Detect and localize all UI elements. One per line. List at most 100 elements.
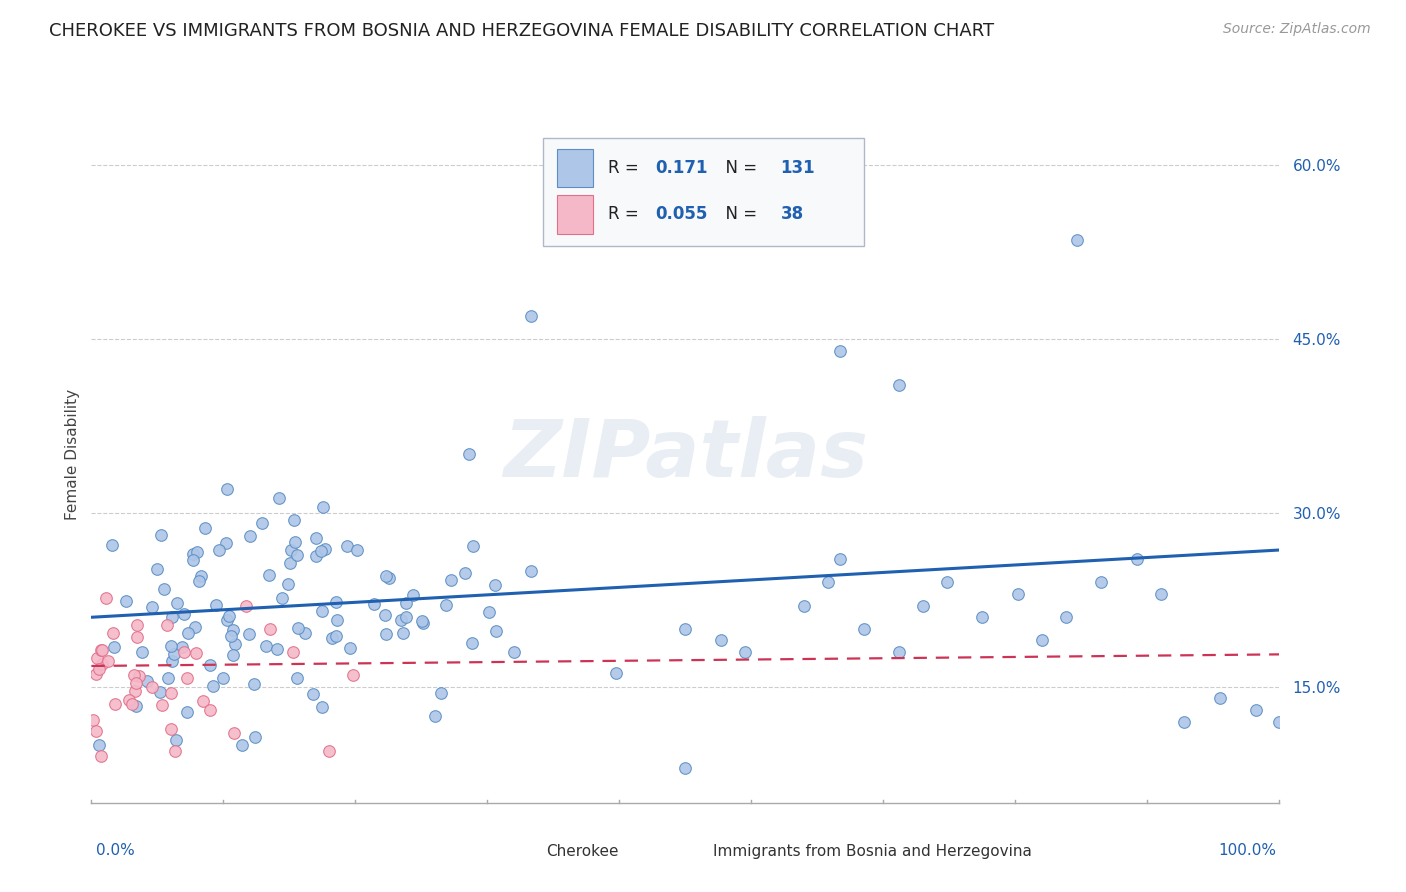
Point	[454, 566, 477, 580]
Point	[242, 677, 264, 691]
Point	[478, 605, 501, 619]
Point	[90, 643, 112, 657]
Point	[135, 673, 157, 688]
Point	[121, 697, 143, 711]
Point	[131, 645, 153, 659]
Point	[395, 596, 418, 610]
Point	[1090, 575, 1112, 590]
Text: 38: 38	[780, 205, 804, 223]
Point	[935, 575, 957, 590]
Point	[346, 542, 368, 557]
Point	[186, 646, 208, 660]
Point	[325, 595, 347, 609]
Point	[277, 577, 299, 591]
Point	[911, 599, 934, 613]
Point	[325, 630, 347, 644]
Point	[238, 626, 260, 640]
Point	[84, 667, 107, 681]
Point	[395, 610, 418, 624]
Text: R =: R =	[609, 205, 644, 223]
Point	[1209, 691, 1232, 706]
Point	[389, 613, 412, 627]
Point	[252, 516, 274, 530]
Point	[124, 684, 146, 698]
Text: 131: 131	[780, 159, 815, 177]
Point	[212, 672, 235, 686]
Point	[82, 713, 104, 727]
Point	[392, 626, 415, 640]
Point	[375, 627, 398, 641]
Point	[325, 613, 347, 627]
Point	[160, 722, 183, 736]
Point	[972, 610, 994, 624]
Point	[520, 564, 543, 578]
Point	[434, 599, 457, 613]
Point	[89, 662, 111, 676]
Y-axis label: Female Disability: Female Disability	[65, 389, 80, 521]
Point	[128, 669, 150, 683]
Point	[103, 625, 125, 640]
Text: Cherokee: Cherokee	[547, 844, 619, 859]
Point	[305, 531, 328, 545]
Point	[457, 447, 479, 461]
Point	[91, 657, 114, 672]
Point	[215, 482, 238, 496]
Point	[97, 654, 120, 668]
Point	[287, 548, 309, 562]
Point	[283, 534, 305, 549]
Point	[342, 668, 364, 682]
Point	[1007, 587, 1029, 601]
Bar	[557, 149, 593, 187]
Point	[222, 648, 245, 662]
Point	[378, 571, 401, 585]
Point	[363, 597, 385, 611]
Point	[193, 694, 215, 708]
Text: N =: N =	[716, 159, 762, 177]
Point	[186, 544, 208, 558]
Point	[239, 529, 262, 543]
Point	[176, 705, 198, 719]
Point	[205, 598, 228, 612]
Text: ZIPatlas: ZIPatlas	[503, 416, 868, 494]
Point	[294, 626, 316, 640]
Point	[1244, 703, 1267, 717]
Point	[149, 684, 172, 698]
Point	[336, 539, 359, 553]
Point	[155, 618, 177, 632]
Point	[375, 568, 398, 582]
Point	[190, 568, 212, 582]
Point	[231, 738, 253, 752]
Point	[194, 521, 217, 535]
Point	[160, 654, 183, 668]
Point	[187, 574, 209, 588]
Point	[734, 645, 756, 659]
Point	[520, 309, 543, 323]
Point	[411, 614, 433, 628]
Point	[224, 637, 246, 651]
Point	[160, 686, 183, 700]
Point	[374, 608, 396, 623]
Point	[162, 647, 184, 661]
Point	[114, 594, 136, 608]
Point	[285, 671, 308, 685]
Text: N =: N =	[716, 205, 762, 223]
Point	[710, 633, 733, 648]
Text: 100.0%: 100.0%	[1219, 843, 1277, 858]
Point	[165, 733, 187, 747]
Point	[793, 599, 815, 613]
Point	[485, 624, 508, 638]
Point	[198, 657, 221, 672]
Point	[160, 609, 183, 624]
Point	[201, 679, 224, 693]
Point	[200, 703, 222, 717]
Point	[440, 574, 463, 588]
Point	[302, 687, 325, 701]
Bar	[673, 838, 703, 865]
Point	[218, 609, 240, 624]
Text: 0.171: 0.171	[655, 159, 709, 177]
Point	[150, 528, 173, 542]
Point	[104, 698, 127, 712]
Point	[311, 500, 333, 514]
Point	[125, 630, 148, 644]
Point	[309, 544, 332, 558]
